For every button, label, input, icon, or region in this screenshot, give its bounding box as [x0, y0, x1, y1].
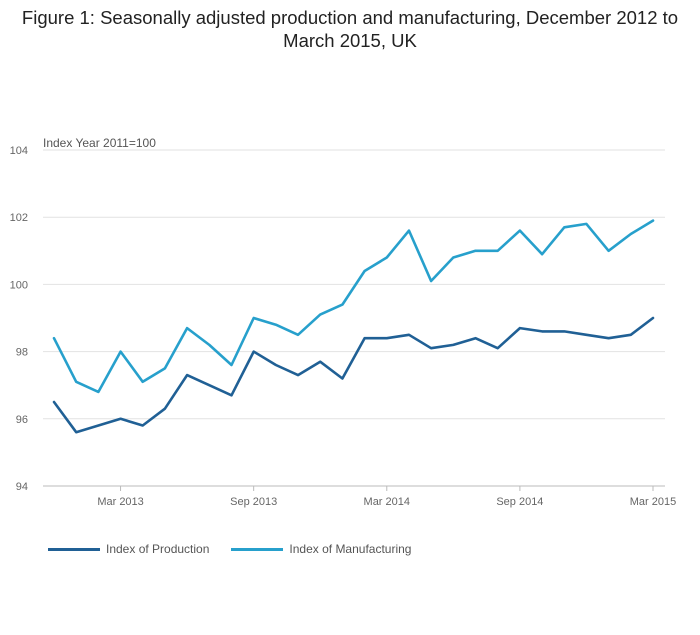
chart-title: Figure 1: Seasonally adjusted production… — [21, 7, 679, 51]
gridlines — [43, 149, 665, 487]
y-tick-label: 98 — [16, 347, 28, 359]
legend: Index of Production Index of Manufacturi… — [48, 542, 433, 556]
y-tick-label: 100 — [10, 279, 28, 291]
legend-label-manufacturing: Index of Manufacturing — [289, 542, 412, 556]
legend-swatch-manufacturing — [231, 547, 284, 551]
x-tick-labels: Mar 2013 Sep 2013 Mar 2014 Sep 2014 Mar 2015 — [97, 486, 676, 508]
y-tick-label: 96 — [16, 414, 28, 426]
series-line-manufacturing[interactable] — [52, 219, 655, 394]
x-tick-label: Sep 2014 — [496, 496, 543, 508]
x-tick-label: Mar 2014 — [364, 496, 410, 508]
y-tick-labels: 94 96 98 100 102 104 — [10, 145, 28, 493]
series-lines — [52, 219, 655, 434]
legend-item-manufacturing[interactable]: Index of Manufacturing — [231, 542, 411, 556]
x-tick-label: Mar 2013 — [97, 496, 143, 508]
y-tick-label: 94 — [16, 481, 28, 493]
legend-swatch-production — [48, 547, 100, 551]
legend-item-production[interactable]: Index of Production — [48, 542, 209, 556]
legend-label-production: Index of Production — [106, 542, 210, 556]
x-tick-label: Mar 2015 — [630, 496, 676, 508]
x-tick-label: Sep 2013 — [230, 496, 277, 508]
y-tick-label: 104 — [10, 145, 28, 157]
line-chart: 94 96 98 100 102 104 Mar 2013 Sep 2013 Mar 2014… — [10, 145, 677, 508]
series-line-production[interactable] — [52, 316, 655, 434]
y-axis-label: Index Year 2011=100 — [43, 136, 156, 150]
y-tick-label: 102 — [10, 212, 28, 224]
